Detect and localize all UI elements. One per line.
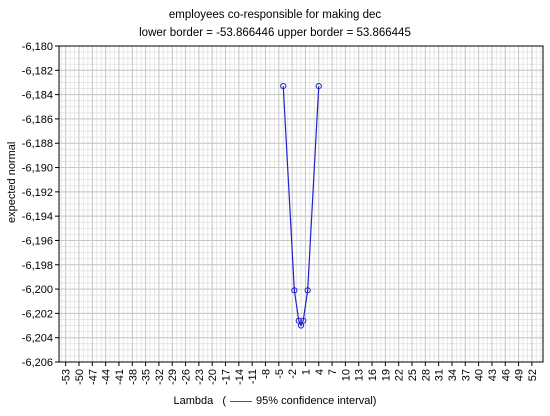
x-tick-label: -20 [207, 369, 219, 385]
legend-swatch [230, 400, 253, 402]
x-tick-label: 7 [327, 369, 339, 375]
x-tick-label: 1 [300, 369, 312, 375]
x-tick-label: -11 [247, 369, 259, 384]
x-tick-label: 34 [447, 369, 459, 381]
y-tick-label: -6,200 [22, 284, 53, 296]
y-tick-label: -6,206 [22, 357, 53, 369]
x-tick-label: 40 [474, 369, 486, 381]
x-tick-label: 46 [500, 369, 512, 381]
y-tick-label: -6,194 [22, 211, 53, 223]
data-point [304, 287, 311, 294]
legend-label: 95% confidence interval) [256, 395, 377, 408]
legend-open-paren: ( [222, 395, 227, 408]
y-tick-label: -6,190 [22, 163, 53, 175]
x-tick-label: 43 [487, 369, 499, 381]
y-tick-label: -6,186 [22, 114, 53, 126]
x-tick-label: 13 [354, 369, 366, 381]
x-tick-label: -53 [61, 369, 73, 385]
data-point [291, 287, 298, 294]
data-point [295, 317, 302, 324]
data-point [297, 322, 305, 329]
x-tick-label: -29 [167, 369, 179, 385]
x-tick-label: 31 [434, 369, 446, 381]
x-tick-label: -35 [141, 369, 153, 385]
x-tick-label: -26 [181, 369, 193, 385]
y-tick-label: -6,182 [22, 65, 53, 77]
y-tick-label: -6,198 [22, 260, 53, 272]
x-tick-label: -14 [234, 369, 246, 385]
x-tick-label: -50 [74, 369, 86, 385]
x-tick-label: -2 [287, 369, 299, 379]
plot-frame [58, 45, 544, 363]
x-tick-label: -38 [127, 369, 139, 385]
y-tick-label: -6,188 [22, 138, 53, 150]
x-tick-label: 52 [527, 369, 539, 381]
x-axis-caption: Lambda (95% confidence interval) [0, 395, 550, 407]
y-tick-label: -6,184 [22, 90, 53, 102]
x-tick-label: -8 [260, 369, 272, 379]
x-tick-label: -17 [221, 369, 233, 385]
data-point [300, 317, 307, 324]
y-tick-label: -6,192 [22, 187, 53, 199]
x-tick-label: 37 [460, 369, 472, 381]
x-axis-label: Lambda [173, 395, 214, 408]
x-tick-label: 22 [394, 369, 406, 381]
data-point [315, 83, 322, 90]
data-point [280, 83, 287, 90]
y-tick-label: -6,204 [22, 333, 53, 345]
x-tick-label: -44 [101, 369, 113, 385]
chart-subtitle: lower border = -53.866446 upper border =… [139, 27, 411, 39]
x-tick-label: 28 [420, 369, 432, 381]
x-tick-label: -32 [154, 369, 166, 385]
x-tick-label: 4 [314, 369, 326, 375]
x-tick-label: 19 [380, 369, 392, 381]
x-tick-label: -47 [87, 369, 99, 385]
x-tick-label: -5 [274, 369, 286, 379]
chart-title: employees co-responsible for making dec [168, 9, 382, 21]
series-line [282, 86, 320, 327]
x-tick-label: 16 [367, 369, 379, 381]
x-tick-label: -41 [114, 369, 126, 385]
y-tick-label: -6,202 [22, 308, 53, 320]
x-tick-label: 10 [340, 369, 352, 381]
x-tick-label: -23 [194, 369, 206, 385]
y-tick-label: -6,180 [22, 41, 53, 53]
x-tick-label: 49 [514, 369, 526, 381]
x-tick-label: 25 [407, 369, 419, 381]
y-tick-label: -6,196 [22, 235, 53, 247]
grid-lines [59, 45, 543, 363]
